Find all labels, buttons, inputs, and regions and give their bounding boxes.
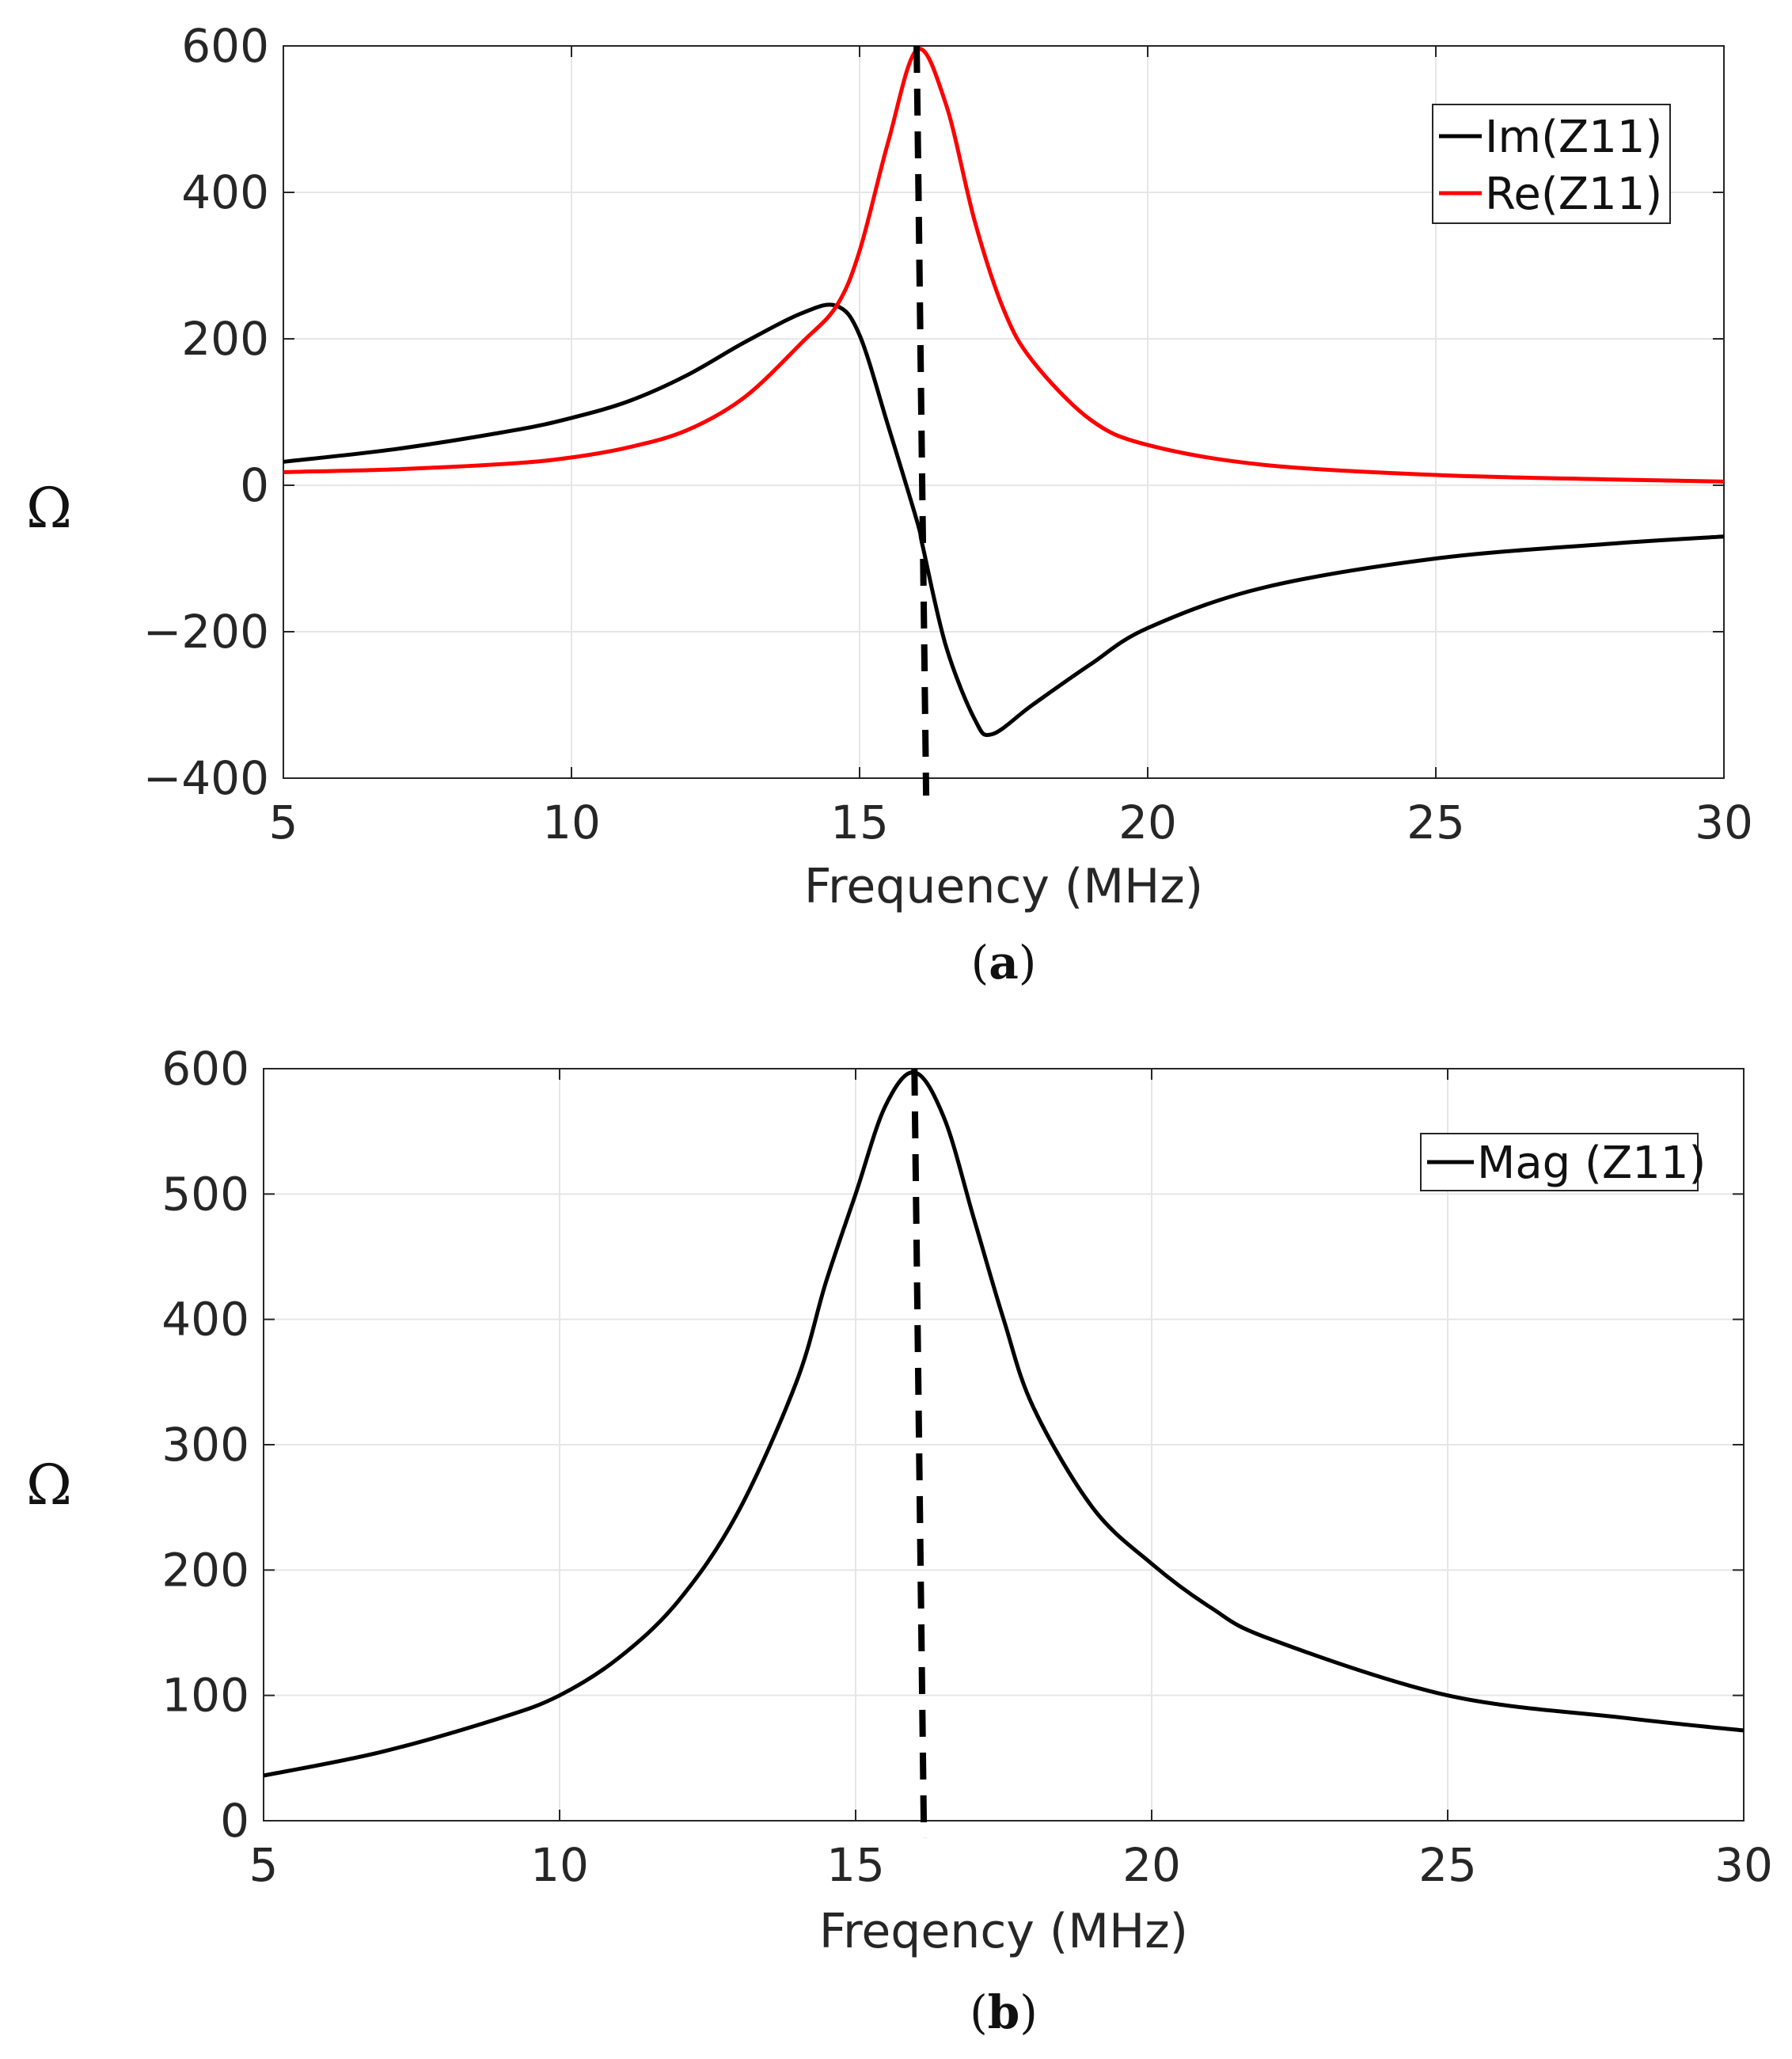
y-tick-labels-a: −400 −200 0 200 400 600 (143, 19, 269, 805)
svg-text:(b): (b) (970, 1985, 1038, 2039)
y-axis-label-b: Ω (26, 1453, 72, 1518)
caption-close-paren-b: ) (1019, 1985, 1038, 2039)
x-tick-label: 5 (269, 796, 298, 849)
caption-close-paren-a: ) (1019, 936, 1037, 990)
legend-label-re: Re(Z11) (1485, 169, 1662, 220)
y-tick-label: 100 (161, 1669, 249, 1723)
y-tick-label: 400 (181, 165, 269, 219)
caption-open-paren-a: ( (971, 936, 989, 990)
y-tick-label: 600 (161, 1042, 249, 1096)
legend-label-im: Im(Z11) (1485, 112, 1662, 163)
y-tick-label: −400 (143, 751, 269, 805)
y-tick-label: −200 (143, 605, 269, 659)
plot-frame-b (263, 1068, 1745, 1822)
y-tick-label: 500 (161, 1167, 249, 1221)
x-tick-label: 5 (249, 1838, 279, 1892)
y-tick-label: 0 (220, 1794, 249, 1848)
series-line-mag-z11 (263, 1070, 1745, 1778)
y-tick-labels-b: 0 100 200 300 400 500 600 (161, 1042, 249, 1848)
svg-text:(a): (a) (971, 936, 1037, 990)
resonance-marker-line-a (913, 45, 930, 796)
x-axis-label-a: Frequency (MHz) (804, 859, 1203, 914)
x-tick-label: 20 (1122, 1838, 1181, 1892)
x-tick-label: 10 (530, 1838, 589, 1892)
caption-letter-b: b (988, 1985, 1020, 2039)
caption-a: (a) (971, 936, 1037, 990)
caption-open-paren-b: ( (970, 1985, 988, 2039)
x-axis-label-b: Freqency (MHz) (819, 1904, 1188, 1959)
x-tick-label: 10 (542, 796, 601, 849)
legend-label-mag: Mag (Z11) (1477, 1138, 1706, 1189)
x-tick-label: 15 (830, 796, 889, 849)
x-tick-label: 20 (1118, 796, 1177, 849)
x-tick-labels-b: 5 10 15 20 25 30 (249, 1838, 1773, 1892)
y-tick-label: 200 (181, 312, 269, 366)
legend-b: Mag (Z11) (1420, 1133, 1706, 1191)
resonance-marker-line-b (911, 1068, 928, 1839)
x-tick-label: 30 (1714, 1838, 1773, 1892)
panel-a: −400 −200 0 200 400 600 5 10 15 20 25 30 Ω Frequen… (26, 19, 1753, 990)
series-b (263, 1070, 1745, 1778)
y-tick-label: 200 (161, 1543, 249, 1597)
caption-b: (b) (970, 1985, 1038, 2039)
caption-letter-a: a (989, 936, 1019, 990)
plot-frame-a (283, 45, 1725, 779)
series-line-im-z11 (283, 302, 1725, 738)
y-tick-label: 300 (161, 1418, 249, 1472)
panel-b: 0 100 200 300 400 500 600 5 10 15 20 25 30 Ω Freqen… (26, 1042, 1773, 2039)
y-axis-label-a: Ω (26, 476, 72, 541)
x-tick-label: 25 (1407, 796, 1465, 849)
x-tick-label: 25 (1418, 1838, 1477, 1892)
legend-box-a (1432, 104, 1671, 224)
x-tick-labels-a: 5 10 15 20 25 30 (269, 796, 1753, 849)
x-tick-label: 15 (826, 1838, 885, 1892)
legend-a: Im(Z11) Re(Z11) (1432, 104, 1671, 224)
x-tick-label: 30 (1695, 796, 1753, 849)
y-tick-label: 600 (181, 19, 269, 73)
y-tick-label: 400 (161, 1293, 249, 1347)
y-tick-label: 0 (240, 458, 269, 512)
